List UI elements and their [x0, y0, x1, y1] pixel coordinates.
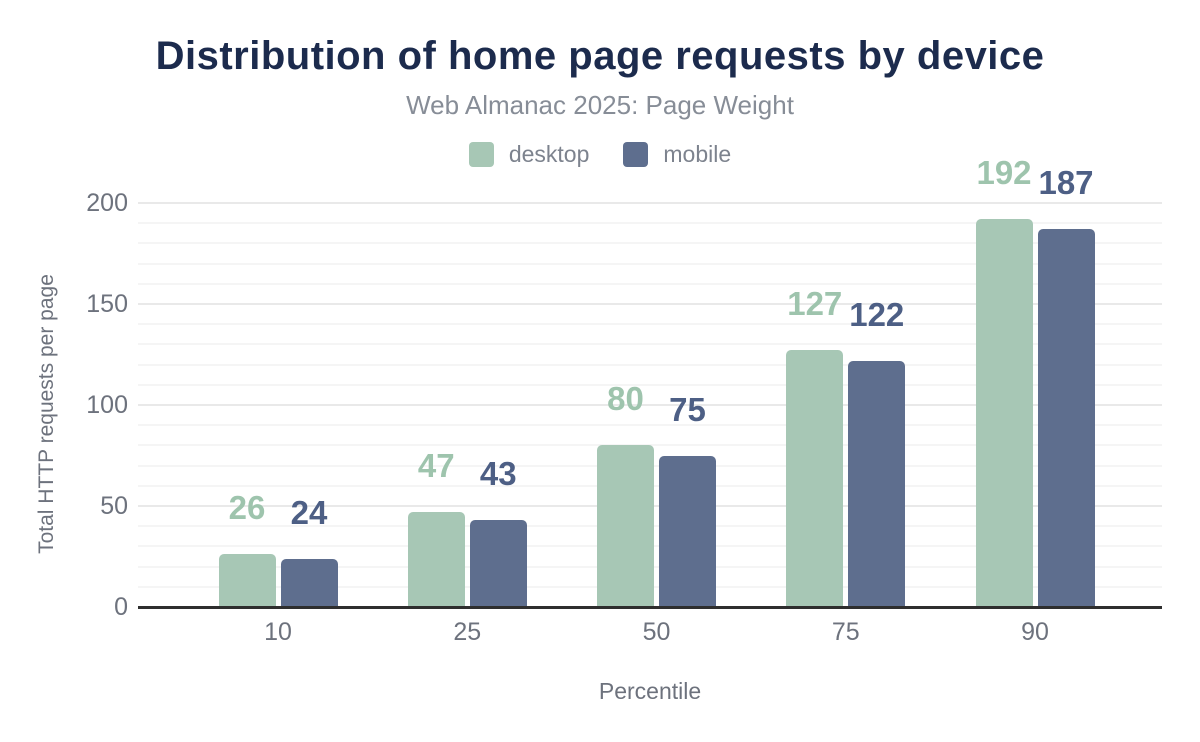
value-label-mobile-p90: 187 [1038, 164, 1094, 202]
value-label-mobile-p75: 122 [849, 295, 905, 333]
bar-mobile-p75 [848, 360, 906, 607]
bar-mobile-p50 [659, 455, 716, 607]
y-tick-label-200: 200 [86, 189, 128, 217]
bar-mobile-p25 [469, 520, 527, 607]
chart-title: Distribution of home page requests by de… [155, 34, 1045, 78]
y-tick-label-50: 50 [100, 492, 128, 520]
value-label-desktop-p10: 26 [228, 489, 266, 527]
value-label-mobile-p10: 24 [290, 493, 328, 531]
bar-desktop-p90 [975, 219, 1033, 607]
gridline-minor [138, 242, 1162, 245]
bar-desktop-p50 [597, 445, 654, 607]
value-label-mobile-p25: 43 [479, 455, 517, 493]
gridline-major [138, 303, 1162, 305]
x-axis-baseline [138, 605, 1162, 609]
gridline-minor [138, 282, 1162, 285]
value-label-mobile-p50: 75 [669, 390, 706, 428]
bar-mobile-p90 [1037, 229, 1095, 607]
bar-mobile-p10 [280, 558, 338, 607]
y-tick-label-0: 0 [114, 593, 128, 621]
mobile-swatch-icon [623, 142, 649, 167]
gridline-major [138, 202, 1162, 204]
value-label-desktop-p90: 192 [976, 154, 1032, 192]
legend-label-desktop: desktop [508, 141, 590, 167]
y-tick-label-100: 100 [86, 391, 128, 419]
x-axis-title: Percentile [598, 678, 702, 704]
x-tick-label-50: 50 [642, 618, 671, 646]
gridline-minor [138, 262, 1162, 265]
x-tick-label-25: 25 [453, 618, 482, 646]
gridline-major [138, 404, 1162, 406]
chart-subtitle: Web Almanac 2025: Page Weight [406, 90, 794, 120]
bar-desktop-p75 [786, 350, 844, 607]
gridline-minor [138, 383, 1162, 386]
gridline-minor [138, 444, 1162, 447]
x-tick-label-90: 90 [1021, 618, 1049, 646]
x-tick-label-10: 10 [264, 618, 292, 646]
value-label-desktop-p25: 47 [417, 447, 455, 485]
desktop-swatch-icon [468, 142, 494, 167]
gridline-minor [138, 424, 1162, 427]
bar-desktop-p10 [218, 554, 276, 607]
gridline-minor [138, 222, 1162, 225]
legend: desktop mobile [0, 141, 1200, 168]
gridline-minor [138, 363, 1162, 366]
legend-label-mobile: mobile [663, 141, 732, 167]
x-tick-label-75: 75 [831, 618, 860, 646]
gridline-minor [138, 323, 1162, 326]
legend-item-desktop: desktop [468, 141, 590, 168]
y-tick-label-150: 150 [86, 290, 128, 318]
value-label-desktop-p50: 80 [607, 380, 644, 418]
legend-item-mobile: mobile [623, 141, 731, 168]
value-label-desktop-p75: 127 [787, 285, 843, 323]
gridline-minor [138, 343, 1162, 346]
bar-desktop-p25 [407, 512, 465, 607]
